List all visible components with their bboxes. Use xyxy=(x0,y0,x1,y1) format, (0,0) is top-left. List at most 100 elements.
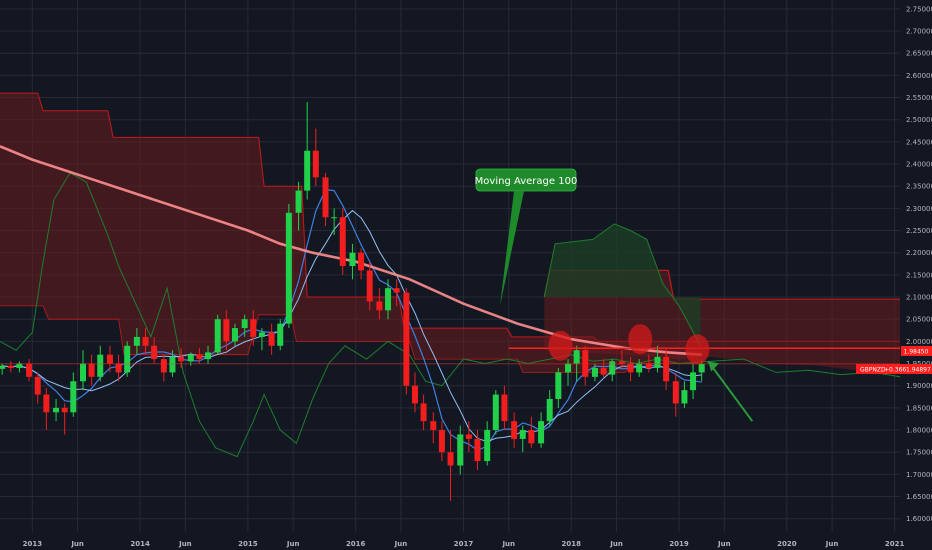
ma100-callout-box xyxy=(475,168,577,192)
annotations xyxy=(0,324,900,422)
price-tick-label: 1.70000 xyxy=(906,471,932,479)
candle-body xyxy=(124,345,131,373)
candle-body xyxy=(295,190,302,213)
touch-circle xyxy=(628,324,653,355)
price-tick-label: 1.75000 xyxy=(906,449,932,457)
candle-body xyxy=(538,421,545,444)
price-tick-label: 1.90000 xyxy=(906,382,932,390)
candle-body xyxy=(511,421,518,439)
candle-body xyxy=(205,352,212,360)
green-cloud-fill xyxy=(544,223,701,346)
candle-body xyxy=(43,394,50,413)
time-tick-label: 2017 xyxy=(454,540,474,548)
candle-body xyxy=(474,438,481,462)
price-tick-label: 2.60000 xyxy=(906,72,932,80)
projection-arrow-shaft xyxy=(707,360,754,422)
candle-body xyxy=(591,367,598,377)
price-axis[interactable]: 1.60000 1.65000 1.70000 1.75000 1.80000 1.850… xyxy=(901,0,932,550)
candle-body xyxy=(528,430,535,444)
candle-body xyxy=(582,350,589,377)
time-tick-label: 2018 xyxy=(562,540,582,548)
candle-body xyxy=(241,319,248,329)
price-tick-label: 1.60000 xyxy=(906,515,932,523)
time-tick-label: Jun xyxy=(609,540,623,548)
candle-body xyxy=(492,394,499,431)
candle-body xyxy=(53,407,60,413)
time-tick-label: Jun xyxy=(70,540,84,548)
candle-body xyxy=(285,212,292,324)
time-axis[interactable]: 2013 Jun 2014 Jun 2015 Jun 2016 Jun 2017 Jun 2018 J… xyxy=(0,534,932,550)
candle-body xyxy=(169,356,176,373)
candle-body xyxy=(115,363,122,373)
price-tick-label: 2.20000 xyxy=(906,249,932,257)
price-tick-label: 2.10000 xyxy=(906,294,932,302)
candle-body xyxy=(250,319,257,337)
candle-body xyxy=(160,359,167,373)
moving-average-100-line xyxy=(0,145,702,356)
price-tick-label: 2.00000 xyxy=(906,338,932,346)
candle-body xyxy=(430,421,437,431)
candle-body xyxy=(636,363,643,373)
ma100-callout-pointer xyxy=(500,191,524,306)
symbol-price-tag: GBPNZD +0.366 1.94897 xyxy=(856,364,932,374)
candle-body xyxy=(573,350,580,364)
candle-body xyxy=(457,434,464,466)
price-tick-label: 2.65000 xyxy=(906,50,932,58)
candle-body xyxy=(7,365,14,368)
time-tick-label: 2019 xyxy=(669,540,689,548)
candle-body xyxy=(277,323,284,346)
level-price-tag: 1.98450 xyxy=(901,346,932,356)
candle-body xyxy=(97,354,104,377)
candle-body xyxy=(349,252,356,266)
current-price: 1.94897 xyxy=(906,367,931,374)
time-tick-label: 2013 xyxy=(23,540,43,548)
time-tick-label: Jun xyxy=(825,540,839,548)
price-tick-label: 2.15000 xyxy=(906,271,932,279)
price-tick-label: 2.35000 xyxy=(906,183,932,191)
candle-body xyxy=(34,376,41,395)
level-price-tag-text: 1.98450 xyxy=(904,349,929,356)
price-tick-label: 2.40000 xyxy=(906,161,932,169)
candle-body xyxy=(187,354,194,362)
time-tick-label: Jun xyxy=(717,540,731,548)
candle-body xyxy=(654,356,661,368)
candle-body xyxy=(70,381,77,413)
price-tick-label: 2.05000 xyxy=(906,316,932,324)
candle-body xyxy=(376,301,383,311)
time-tick-label: Jun xyxy=(501,540,515,548)
time-tick-label: 2020 xyxy=(777,540,797,548)
time-tick-label: 2014 xyxy=(130,540,150,548)
ma100-callout[interactable]: Moving Average 100 xyxy=(475,168,578,306)
candle-body xyxy=(393,288,400,293)
time-tick-label: Jun xyxy=(178,540,192,548)
candle-body xyxy=(88,363,95,377)
candle-body xyxy=(178,356,185,362)
candle-body xyxy=(142,336,149,346)
candle-body xyxy=(322,177,329,218)
candle-body xyxy=(546,399,553,422)
price-tick-label: 1.85000 xyxy=(906,404,932,412)
price-tick-label: 2.30000 xyxy=(906,205,932,213)
projection-arrow-head xyxy=(708,361,720,372)
time-tick-label: 2021 xyxy=(885,540,905,548)
candle-body xyxy=(403,292,410,386)
price-tick-label: 2.45000 xyxy=(906,138,932,146)
candle-body xyxy=(501,394,508,422)
candle-body xyxy=(627,363,634,373)
price-tick-label: 2.25000 xyxy=(906,227,932,235)
price-tick-label: 2.55000 xyxy=(906,94,932,102)
candle-body xyxy=(358,252,365,271)
candle-body xyxy=(331,217,338,219)
touch-circle xyxy=(548,330,573,361)
time-axis-bg xyxy=(0,534,932,550)
candle-body xyxy=(465,434,472,439)
price-tick-label: 2.75000 xyxy=(906,5,932,13)
cloud-lower-line xyxy=(0,305,702,373)
price-tick-label: 1.80000 xyxy=(906,427,932,435)
symbol-name: GBPNZD xyxy=(860,367,886,374)
candle-body xyxy=(16,363,23,368)
candle-body xyxy=(133,336,140,346)
price-tick-label: 2.70000 xyxy=(906,28,932,36)
candle-body xyxy=(26,363,33,377)
